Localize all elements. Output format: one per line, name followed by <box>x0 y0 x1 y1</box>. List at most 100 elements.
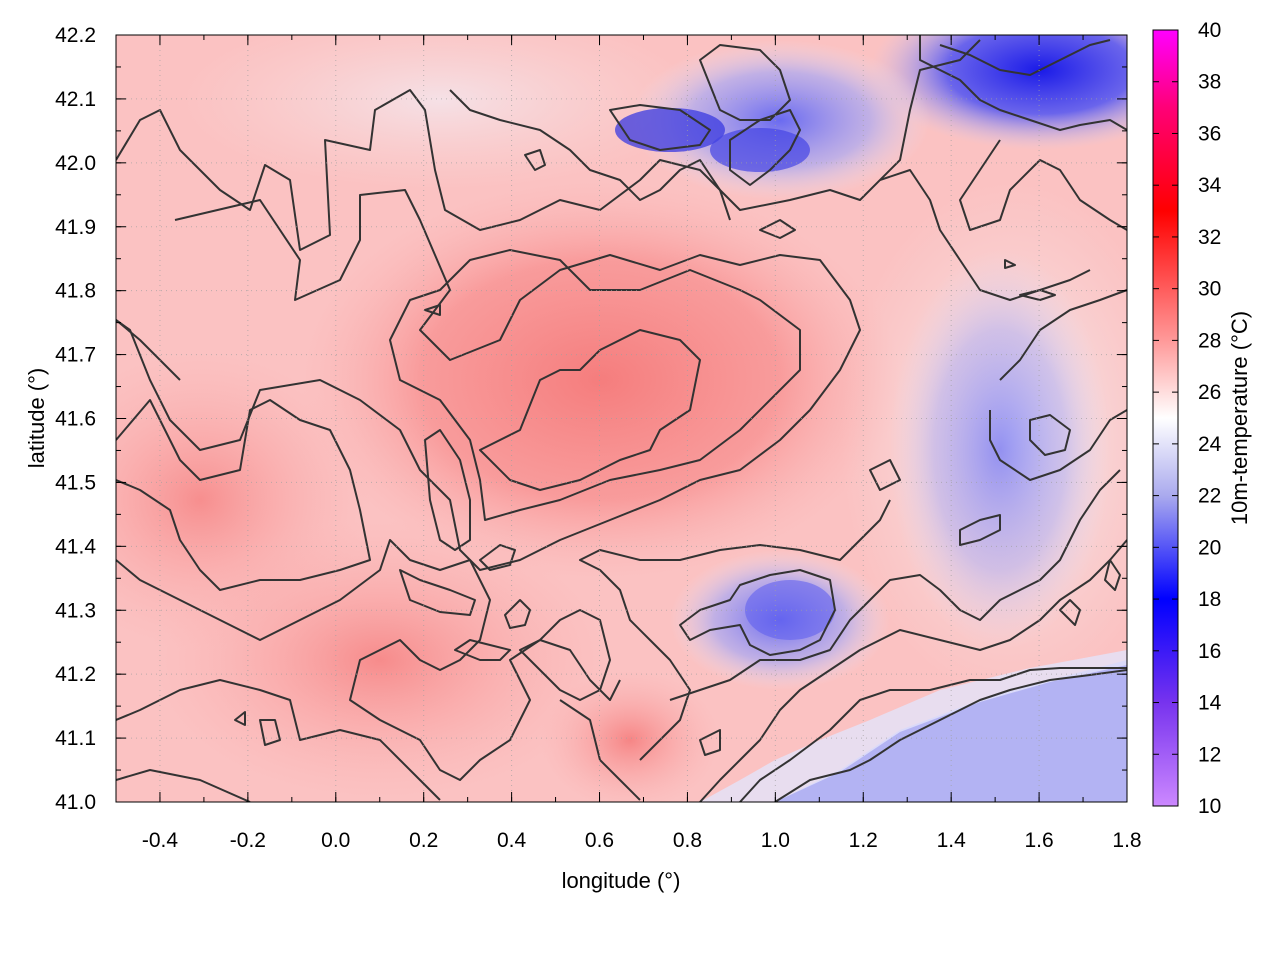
colorbar-tick-label: 40 <box>1198 19 1221 42</box>
colorbar-tick-label: 32 <box>1198 226 1221 249</box>
contour-line <box>116 399 371 591</box>
contour-line <box>999 289 1127 381</box>
contour-line <box>739 667 1127 802</box>
y-tick-label: 42.2 <box>55 24 96 47</box>
contour-line <box>449 89 731 221</box>
region-warm-south <box>150 520 610 800</box>
x-tick-label: 1.4 <box>937 829 967 852</box>
contour-line <box>774 669 1127 802</box>
contour-lines <box>116 35 1127 802</box>
contour-line <box>116 319 181 381</box>
contour-line <box>399 569 476 616</box>
contour-line <box>919 35 1127 131</box>
y-tick-label: 42.1 <box>55 88 96 111</box>
contour-line <box>424 304 441 316</box>
colorbar-tick-label: 12 <box>1198 743 1221 766</box>
contour-line <box>519 609 611 701</box>
contour-line <box>116 539 621 781</box>
region-cool-east <box>890 250 1110 650</box>
y-tick-label: 41.9 <box>55 216 96 239</box>
contour-line <box>1029 414 1071 456</box>
contour-line <box>879 169 1091 301</box>
y-axis-label: latitude (°) <box>24 368 49 469</box>
x-tick-label: 1.0 <box>761 829 790 852</box>
region-cool-northeast <box>870 35 1127 150</box>
y-tick-label: 41.2 <box>55 663 96 686</box>
x-tick-label: 0.2 <box>409 829 438 852</box>
contour-line <box>609 104 711 151</box>
colorbar <box>1152 29 1179 807</box>
colorbar-tick-label: 36 <box>1198 122 1221 145</box>
contour-line <box>116 189 861 571</box>
contour-line <box>989 409 1127 481</box>
contour-line <box>679 569 836 656</box>
region-cool-north <box>630 40 930 200</box>
region-cool-north-spot-2 <box>710 128 810 172</box>
x-tick-label: 1.2 <box>849 829 878 852</box>
colorbar-tick-label: 10 <box>1198 795 1221 818</box>
contour-line <box>479 544 516 571</box>
x-tick-label: 0.0 <box>321 829 350 852</box>
colorbar-ticks: 10 12 14 16 18 20 22 24 26 28 30 32 34 36 38 40 <box>1153 19 1222 818</box>
colorbar-tick-label: 26 <box>1198 381 1221 404</box>
contour-line <box>1104 559 1121 591</box>
colorbar-tick-label: 24 <box>1198 433 1222 456</box>
contour-line <box>424 429 471 551</box>
y-tick-label: 41.7 <box>55 344 96 367</box>
contour-line <box>759 219 796 239</box>
region-cool-north-spot <box>615 108 725 152</box>
contour-line <box>729 109 801 186</box>
y-tick-label: 42.0 <box>55 152 96 175</box>
contour-line <box>454 639 511 661</box>
x-tick-label: 1.6 <box>1024 829 1053 852</box>
colorbar-label: 10m-temperature (°C) <box>1227 311 1252 525</box>
contour-line <box>389 249 801 521</box>
y-axis: 41.0 41.1 41.2 41.3 41.4 41.5 41.6 41.7 41.8 41.9… <box>55 24 1127 814</box>
colorbar-tick-label: 16 <box>1198 640 1221 663</box>
colorbar-tick-label: 30 <box>1198 278 1221 301</box>
y-tick-label: 41.0 <box>55 791 96 814</box>
contour-line <box>116 39 981 251</box>
contour-line <box>1019 289 1056 301</box>
contour-line <box>959 514 1001 546</box>
colorbar-tick-label: 34 <box>1198 174 1222 197</box>
contour-line <box>116 769 251 802</box>
contour-line <box>479 329 701 491</box>
contour-line <box>259 719 281 746</box>
contour-line <box>504 599 531 629</box>
region-warm-southeast <box>540 670 720 802</box>
contour-line <box>699 539 1127 802</box>
contour-line <box>1059 599 1081 626</box>
colorbar-tick-label: 22 <box>1198 485 1221 508</box>
contour-line <box>869 459 901 491</box>
y-tick-label: 41.8 <box>55 280 96 303</box>
region-cool-coast-spot <box>745 580 835 640</box>
x-tick-label: 1.8 <box>1112 829 1141 852</box>
y-tick-label: 41.1 <box>55 727 96 750</box>
x-axis: -0.4 -0.2 0.0 0.2 0.4 0.6 0.8 1.0 1.2 1.4 1.6 1.8 <box>115 35 1142 852</box>
y-tick-label: 41.4 <box>55 535 96 558</box>
contour-line <box>524 149 546 171</box>
colorbar-tick-label: 14 <box>1198 692 1222 715</box>
contour-line <box>669 469 1121 701</box>
colorbar-tick-label: 20 <box>1198 536 1221 559</box>
contour-line <box>939 39 1111 76</box>
colorbar-tick-label: 18 <box>1198 588 1221 611</box>
contour-line <box>1004 259 1016 269</box>
contour-line <box>116 679 441 801</box>
x-tick-label: -0.4 <box>142 829 179 852</box>
x-axis-label: longitude (°) <box>562 868 681 893</box>
contour-line <box>699 44 791 121</box>
y-tick-label: 41.3 <box>55 599 96 622</box>
x-tick-label: -0.2 <box>230 829 266 852</box>
x-tick-label: 0.8 <box>673 829 702 852</box>
contour-line <box>959 139 1127 231</box>
colorbar-tick-label: 38 <box>1198 71 1221 94</box>
contour-line <box>699 729 721 756</box>
x-tick-label: 0.6 <box>585 829 614 852</box>
y-tick-label: 41.6 <box>55 408 96 431</box>
y-tick-label: 41.5 <box>55 471 96 494</box>
colorbar-tick-label: 28 <box>1198 329 1221 352</box>
